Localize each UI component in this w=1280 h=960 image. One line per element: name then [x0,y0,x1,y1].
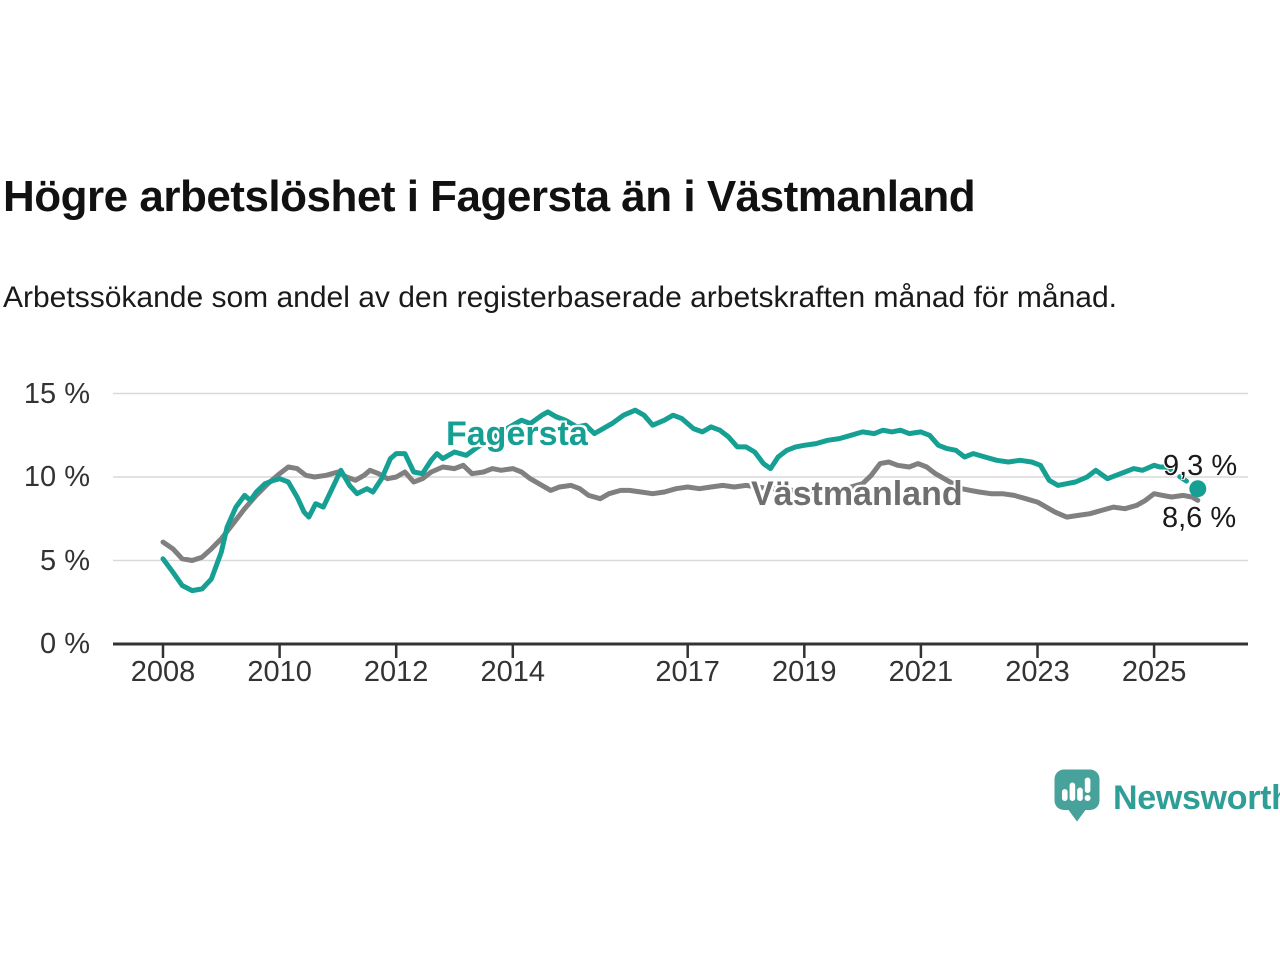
y-axis-tick-label: 5 % [40,544,90,577]
page-title: Högre arbetslöshet i Fagersta än i Västm… [3,172,976,222]
series-label-vastmanland: Västmanland [751,475,963,513]
x-axis-tick-label: 2014 [480,656,546,688]
x-axis-tick-label: 2008 [130,656,196,688]
x-axis-tick-label: 2025 [1121,656,1187,688]
x-axis-tick-label: 2010 [247,656,312,688]
y-axis-tick-label: 15 % [23,377,90,410]
newsworthy-logo-text: Newsworthy [1113,779,1280,817]
x-axis-tick-label: 2012 [363,656,429,688]
end-dot-fagersta [1189,480,1207,498]
y-axis-tick-label: 0 % [40,628,90,660]
chart-subtitle: Arbetssökande som andel av den registerb… [3,281,1117,314]
newsworthy-logo-icon [1054,769,1100,828]
line-fagersta [160,407,1169,594]
x-axis-tick-label: 2023 [1005,656,1070,688]
newsworthy-logo: Newsworthy [1054,769,1280,828]
y-axis-tick-label: 10 % [23,461,90,493]
end-value-label-vastmanland: 8,6 % [1162,502,1237,534]
x-axis-tick-label: 2019 [772,656,837,688]
x-axis-tick-label: 2021 [888,656,954,688]
x-axis-tick-label: 2017 [655,656,720,688]
end-value-label-fagersta: 9,3 % [1163,450,1238,482]
series-label-fagersta: Fagersta [446,415,588,453]
